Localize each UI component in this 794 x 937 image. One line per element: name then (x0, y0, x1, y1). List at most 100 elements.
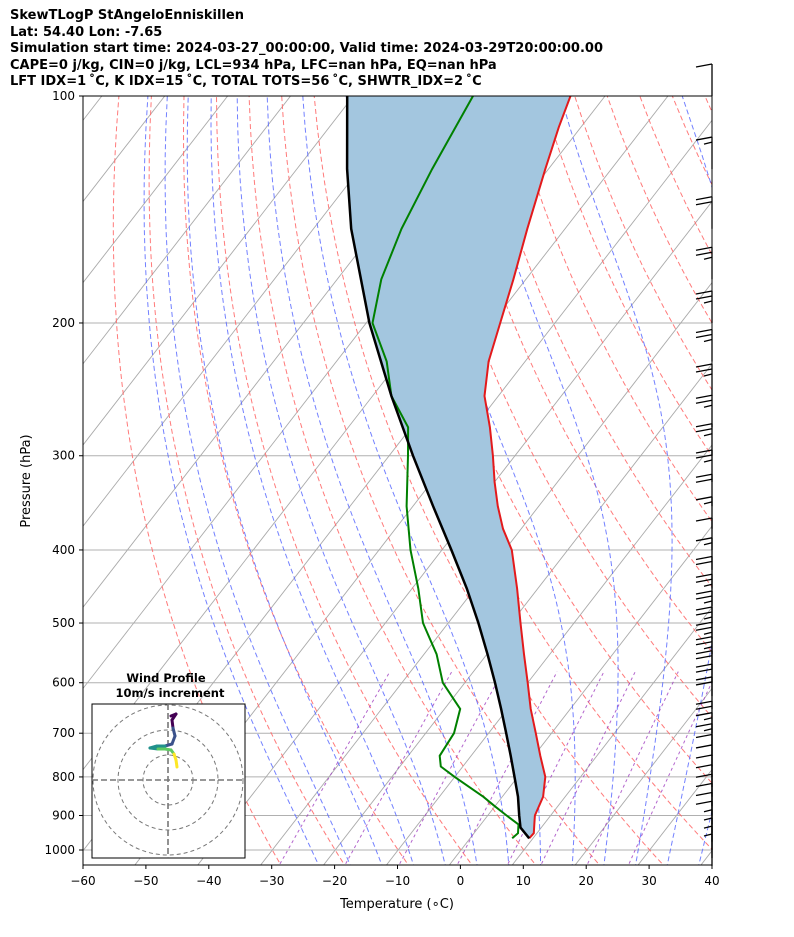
inset-subtitle: 10m/s increment (116, 686, 225, 700)
dry-adiabat-line (639, 96, 712, 256)
moist-adiabat-line (302, 96, 510, 865)
isotherm-line (83, 96, 417, 527)
cape-indices-line: CAPE=0 j/kg, CIN=0 j/kg, LCL=934 hPa, LF… (10, 57, 497, 73)
dry-adiabat-line (574, 96, 712, 391)
dry-adiabat-line (248, 96, 537, 865)
wind-barb (695, 394, 713, 428)
x-tick-label: −10 (385, 874, 410, 888)
isotherm-line (83, 96, 292, 365)
simulation-time-line: Simulation start time: 2024-03-27_00:00:… (10, 41, 603, 56)
parcel-profile-line (345, 96, 531, 840)
moist-adiabat-line (469, 96, 619, 865)
y-tick-label: 700 (52, 726, 75, 740)
moist-adiabat-line (399, 96, 576, 865)
y-tick-label: 400 (52, 543, 75, 557)
isotherm-line (637, 768, 712, 865)
mixing-ratio-line (456, 671, 558, 865)
x-tick-label: 40 (704, 874, 719, 888)
x-tick-label: −20 (322, 874, 347, 888)
profile-lines (345, 96, 572, 840)
wind-barb (695, 800, 713, 834)
dry-adiabat-line (541, 96, 712, 457)
dry-adiabat-line (509, 96, 712, 523)
y-tick-label: 600 (52, 676, 75, 690)
x-tick-label: −60 (70, 874, 95, 888)
wind-barbs (695, 63, 713, 866)
mixing-ratio-line (278, 671, 391, 865)
stability-indices-line: LFT IDX=1 ˚C, K IDX=15 ˚C, TOTAL TOTS=56… (10, 74, 482, 89)
dry-adiabat-line (770, 96, 794, 869)
dry-adiabat-line (411, 96, 712, 719)
isotherm-line (197, 200, 712, 865)
isotherm-line (260, 281, 712, 865)
y-tick-label: 800 (52, 770, 75, 784)
mixing-ratio-line (398, 671, 504, 865)
y-tick-label: 500 (52, 616, 75, 630)
x-tick-label: −40 (196, 874, 221, 888)
dry-adiabat-line (671, 96, 712, 186)
wind-profile-inset: Wind Profile 10m/s increment (91, 671, 246, 859)
hodograph-segment (174, 758, 179, 769)
chart-title: SkewTLogP StAngeloEnniskillen (10, 8, 244, 23)
wind-barb (695, 246, 713, 280)
moist-adiabat-line (666, 96, 712, 865)
x-tick-label: −30 (259, 874, 284, 888)
dry-adiabat-line (281, 96, 601, 865)
dry-adiabat-line (738, 96, 794, 869)
moist-adiabat-line (186, 96, 383, 865)
wind-barb (703, 825, 713, 859)
wind-barb (695, 136, 713, 170)
wind-barb (695, 196, 713, 229)
wind-barb (695, 328, 713, 362)
wind-barb (695, 733, 713, 767)
axis-ticks: −60 −50 −40 −30 −20 −10 0 10 20 30 40 100 200 300 400 5… (44, 89, 719, 888)
dry-adiabat-line (704, 96, 712, 114)
isotherm-line (511, 606, 712, 865)
y-tick-label: 300 (52, 449, 75, 463)
isotherm-line (574, 687, 712, 865)
moist-adiabat-line (164, 96, 351, 865)
y-axis-label: Pressure (hPa) (19, 434, 34, 527)
x-tick-label: −50 (133, 874, 158, 888)
y-tick-label: 100 (52, 89, 75, 103)
dry-adiabat-line (112, 96, 282, 865)
wind-barb (703, 833, 713, 866)
x-tick-label: 30 (641, 874, 656, 888)
isotherm-line (385, 444, 712, 865)
wind-barb (695, 555, 713, 589)
moist-adiabat-line (560, 96, 673, 865)
isotherm-line (83, 96, 355, 446)
dewpoint-line (371, 96, 520, 840)
y-tick-label: 1000 (44, 843, 75, 857)
moist-adiabat-line (236, 96, 446, 865)
wind-barb (695, 290, 713, 323)
dry-adiabat-line (148, 96, 346, 865)
x-tick-label: 10 (516, 874, 531, 888)
y-tick-label: 900 (52, 808, 75, 822)
dry-adiabat-line (606, 96, 712, 324)
isotherm-line (83, 96, 229, 284)
wind-barb (695, 754, 713, 788)
y-tick-label: 200 (52, 316, 75, 330)
mixing-ratio-line (627, 680, 712, 865)
wind-barb (695, 712, 713, 745)
x-axis-label: Temperature (∘C) (339, 897, 454, 912)
wind-barb (695, 63, 713, 96)
wind-barb (695, 537, 713, 570)
x-tick-label: 20 (579, 874, 594, 888)
mixing-ratio-line (586, 671, 679, 865)
wind-barb (695, 517, 713, 550)
temperature-line (483, 96, 572, 839)
inset-title: Wind Profile (126, 671, 206, 685)
mixing-ratio-line (540, 671, 636, 865)
moist-adiabat-line (266, 96, 478, 865)
cape-cin-shading (347, 96, 571, 839)
wind-barb (695, 473, 713, 507)
wind-barb (695, 496, 713, 529)
dry-adiabat-line (443, 96, 712, 653)
dry-adiabat-line (216, 96, 473, 865)
x-tick-label: 0 (457, 874, 465, 888)
location-line: Lat: 54.40 Lon: -7.65 (10, 24, 163, 40)
moist-adiabat-line (143, 96, 320, 865)
